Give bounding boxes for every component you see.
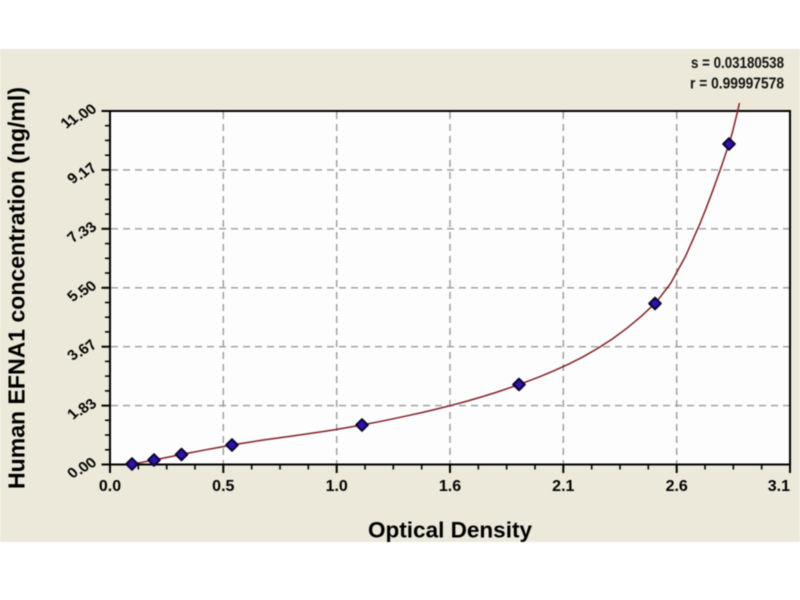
svg-text:1.6: 1.6	[439, 478, 461, 495]
svg-text:Human EFNA1 concentration (ng: Human EFNA1 concentration (ng/ml)	[4, 87, 30, 489]
svg-text:s = 0.03180538: s = 0.03180538	[691, 55, 784, 72]
svg-text:2.6: 2.6	[666, 478, 688, 495]
svg-text:1.0: 1.0	[326, 478, 348, 495]
svg-text:2.1: 2.1	[552, 478, 574, 495]
svg-text:r = 0.99997578: r = 0.99997578	[690, 76, 784, 93]
svg-text:0.5: 0.5	[212, 478, 234, 495]
svg-text:0.0: 0.0	[99, 478, 121, 495]
svg-text:Optical Density: Optical Density	[368, 518, 532, 543]
svg-text:3.1: 3.1	[768, 478, 790, 495]
